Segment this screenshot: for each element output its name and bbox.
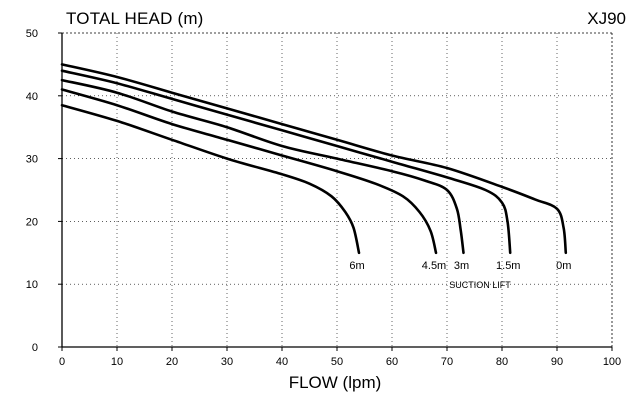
chart-title: TOTAL HEAD (m) (66, 9, 204, 28)
y-tick-label: 40 (26, 91, 38, 103)
x-tick-label: 80 (496, 356, 508, 368)
suction-lift-annotation: SUCTION LIFT (449, 280, 511, 290)
x-tick-label: 30 (221, 356, 233, 368)
x-axis-label: FLOW (lpm) (289, 373, 382, 392)
series-line-1-5m (60, 69, 512, 255)
series-line-0m (60, 63, 568, 255)
y-tick-label: 30 (26, 154, 38, 166)
series-line-6m (60, 103, 361, 255)
x-tick-label: 70 (441, 356, 453, 368)
series-label: 4.5m (422, 260, 446, 272)
series-line-3m (60, 78, 465, 255)
x-tick-label: 10 (111, 356, 123, 368)
x-tick-label: 40 (276, 356, 288, 368)
y-tick-label: 10 (26, 279, 38, 291)
series-label: 6m (349, 260, 364, 272)
x-tick-label: 20 (166, 356, 178, 368)
x-tick-label: 0 (59, 356, 65, 368)
series-label: 0m (556, 260, 571, 272)
x-tick-label: 60 (386, 356, 398, 368)
series-label: 1.5m (496, 260, 520, 272)
y-tick-label: 20 (26, 216, 38, 228)
y-tick-label: 50 (26, 28, 38, 40)
model-label: XJ90 (587, 9, 626, 28)
y-tick-label: 0 (32, 342, 38, 354)
series-line-4-5m (60, 88, 438, 255)
x-tick-label: 90 (551, 356, 563, 368)
series-label: 3m (454, 260, 469, 272)
x-tick-label: 100 (603, 356, 621, 368)
x-tick-label: 50 (331, 356, 343, 368)
